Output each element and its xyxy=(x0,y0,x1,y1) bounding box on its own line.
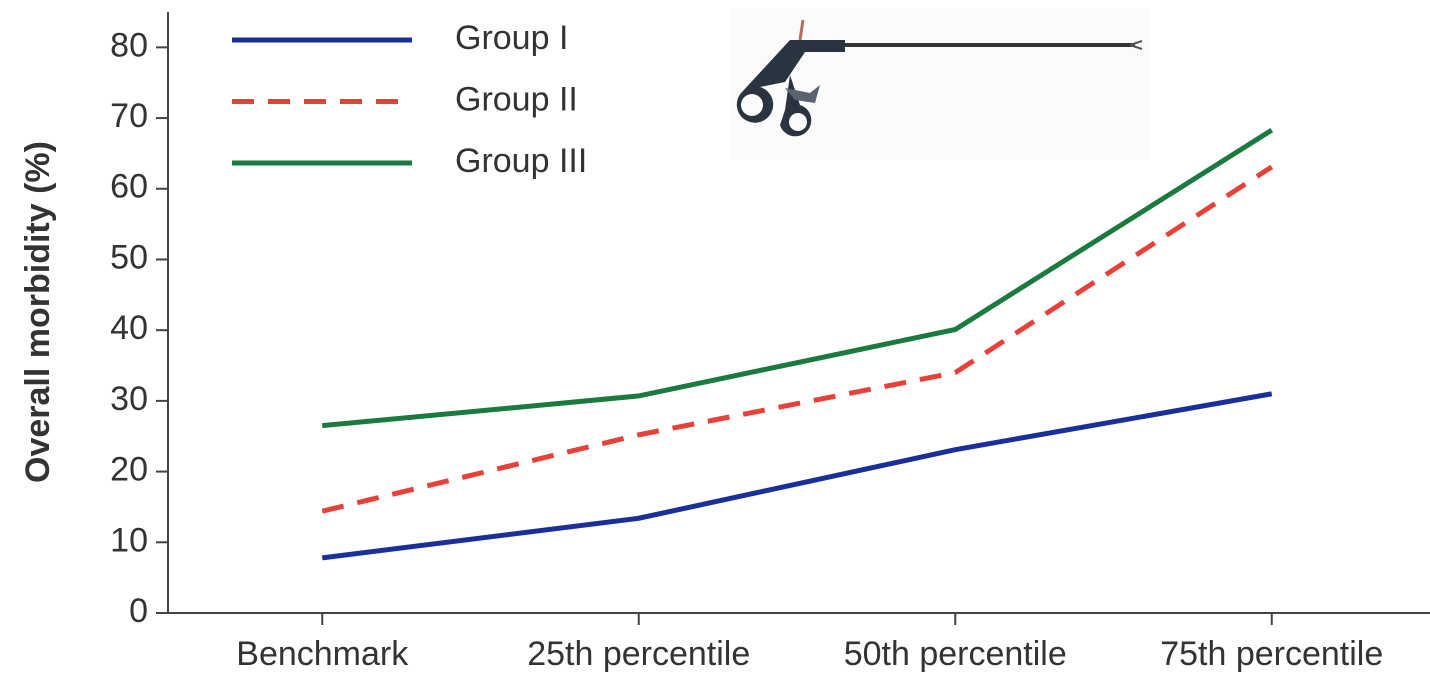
series-line xyxy=(321,391,1273,561)
x-tick-label: 25th percentile xyxy=(527,635,750,673)
y-tick-label: 10 xyxy=(110,521,148,559)
y-tick-label: 30 xyxy=(110,380,148,418)
y-tick-label: 50 xyxy=(110,238,148,276)
y-tick-label: 20 xyxy=(110,451,148,489)
y-tick-label: 70 xyxy=(110,97,148,135)
y-tick-label: 80 xyxy=(110,26,148,64)
legend-label: Group II xyxy=(455,80,578,118)
y-tick-label: 0 xyxy=(129,592,148,630)
x-tick-label: 50th percentile xyxy=(844,635,1067,673)
y-tick-label: 60 xyxy=(110,168,148,206)
x-tick-label: 75th percentile xyxy=(1160,635,1383,673)
series-line xyxy=(321,164,1274,514)
legend-label: Group III xyxy=(455,142,587,180)
y-tick-label: 40 xyxy=(110,309,148,347)
y-axis-label: Overall morbidity (%) xyxy=(19,141,57,483)
x-tick-label: Benchmark xyxy=(236,635,409,673)
series-line xyxy=(322,127,1274,429)
instrument-illustration xyxy=(730,8,1150,160)
legend-label: Group I xyxy=(455,19,568,57)
